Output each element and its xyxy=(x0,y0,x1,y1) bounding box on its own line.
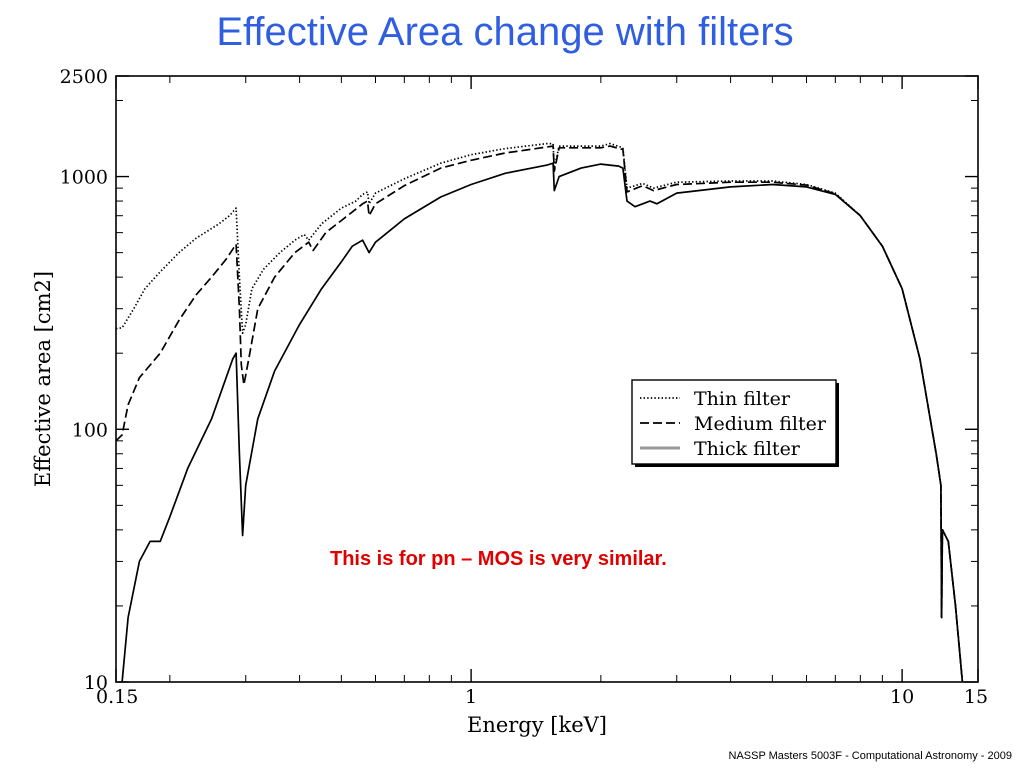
y-tick-label: 1000 xyxy=(60,167,108,189)
y-tick-label: 2500 xyxy=(60,66,108,88)
plot-area xyxy=(115,75,979,683)
legend-label: Medium filter xyxy=(694,413,827,435)
x-axis-title: Energy [keV] xyxy=(467,713,607,737)
axes: 0.15 1 10 15 10 100 1000 2500 Energy [keV] Effect… xyxy=(31,66,988,737)
series-line-thick-filter xyxy=(121,162,964,683)
y-tick-label: 10 xyxy=(84,672,108,694)
legend-label: Thin filter xyxy=(694,388,791,410)
x-tick-label: 15 xyxy=(964,686,988,708)
plot-frame xyxy=(115,75,979,683)
y-axis-title: Effective area [cm2] xyxy=(31,271,55,487)
note-text: This is for pn – MOS is very similar. xyxy=(330,548,667,570)
x-tick-label: 1 xyxy=(465,686,477,708)
x-tick-label: 0.15 xyxy=(96,686,138,708)
y-tick-label: 100 xyxy=(72,419,108,441)
legend-box xyxy=(631,379,837,465)
x-tick-label: 10 xyxy=(890,686,914,708)
series-layer xyxy=(115,142,964,683)
legend: Thin filter Medium filter Thick filter xyxy=(631,379,839,467)
footer-credit: NASSP Masters 5003F - Computational Astr… xyxy=(728,750,1013,762)
slide-title: Effective Area change with filters xyxy=(216,10,794,54)
legend-label: Thick filter xyxy=(694,438,801,460)
